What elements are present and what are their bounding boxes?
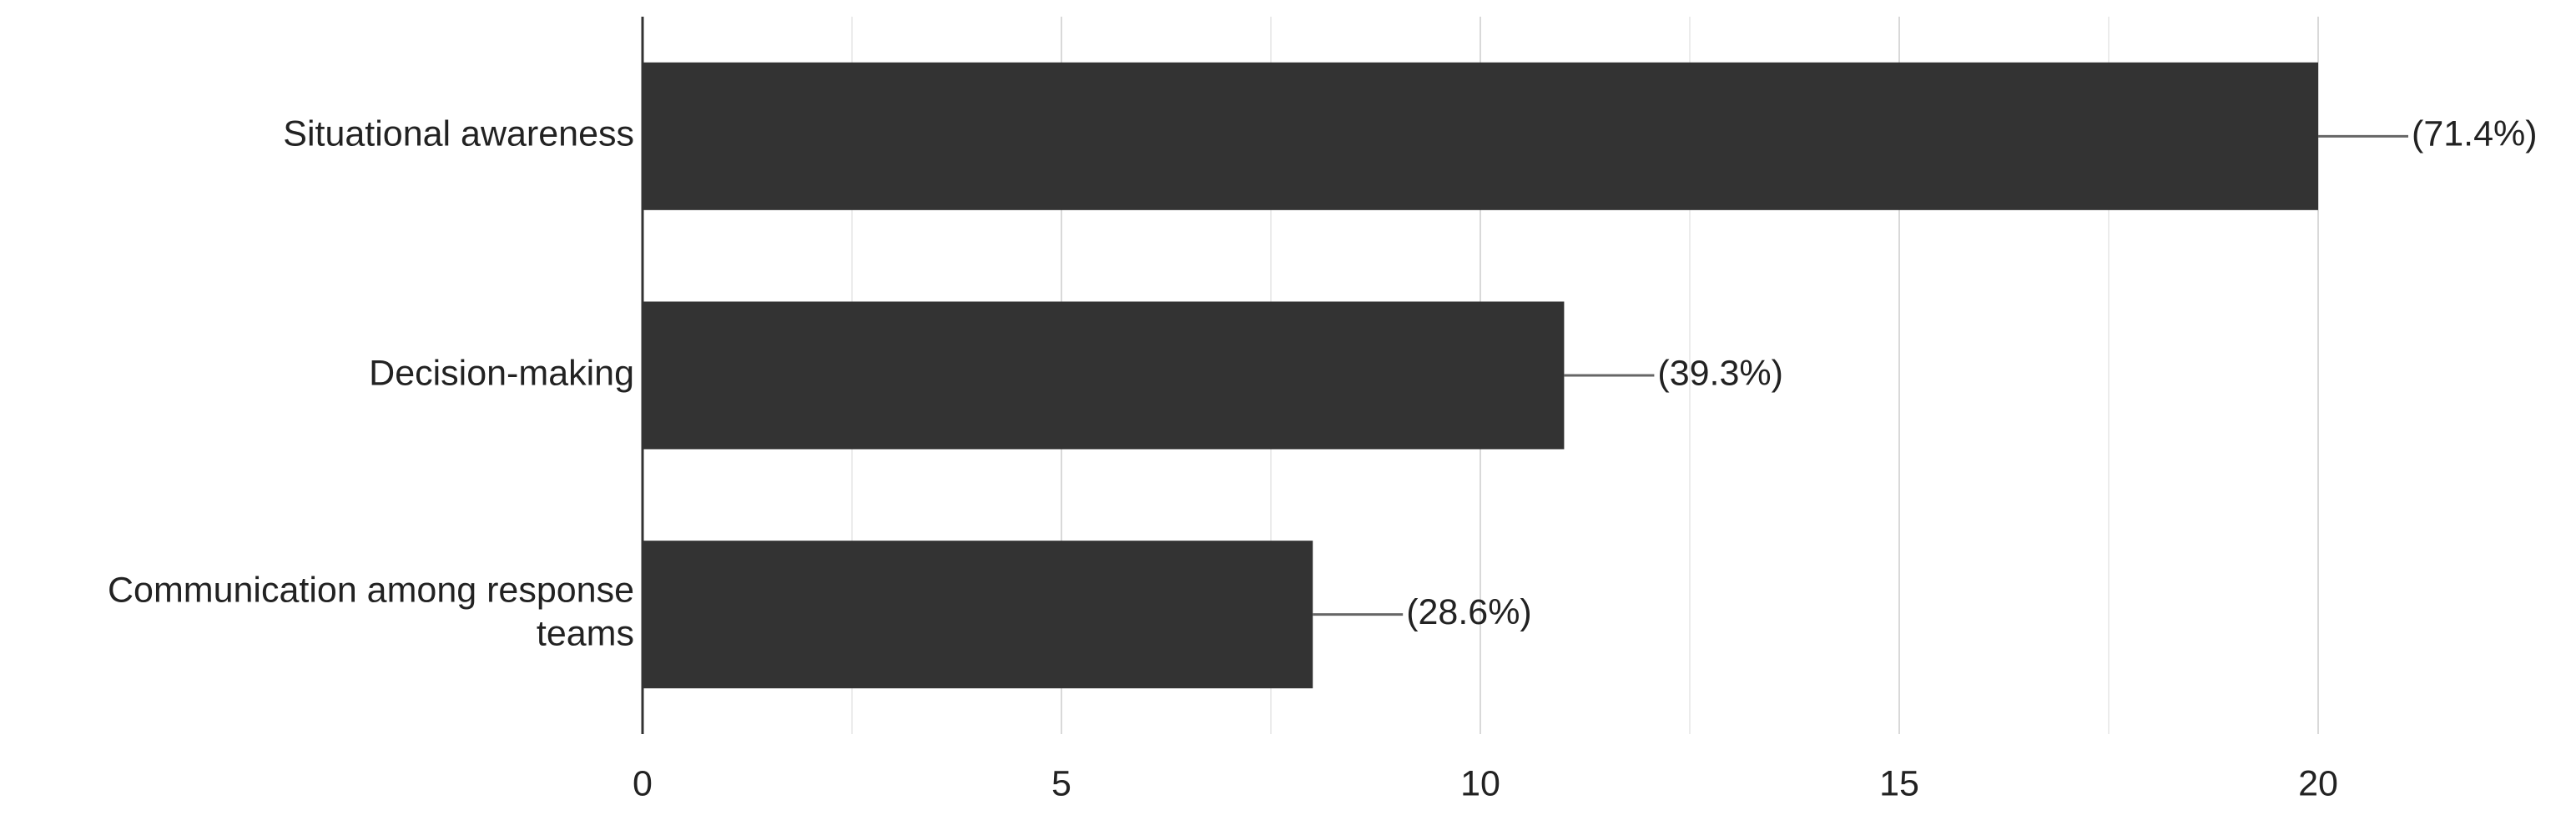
x-tick-label: 5 [1051,763,1071,803]
bar [643,301,1565,450]
bar [643,62,2318,210]
x-tick-label: 0 [633,763,653,803]
y-tick-label: Situational awareness [283,114,634,154]
y-tick-label: Decision-making [369,353,634,393]
x-tick-label: 20 [2298,763,2338,803]
x-tick-label: 10 [1460,763,1500,803]
data-label: (28.6%) [1406,592,1532,632]
x-tick-label: 15 [1879,763,1919,803]
data-label: (71.4%) [2412,114,2538,154]
data-label: (39.3%) [1657,353,1783,393]
bar [643,541,1313,689]
y-tick-label: Communication among response teams [108,571,634,654]
